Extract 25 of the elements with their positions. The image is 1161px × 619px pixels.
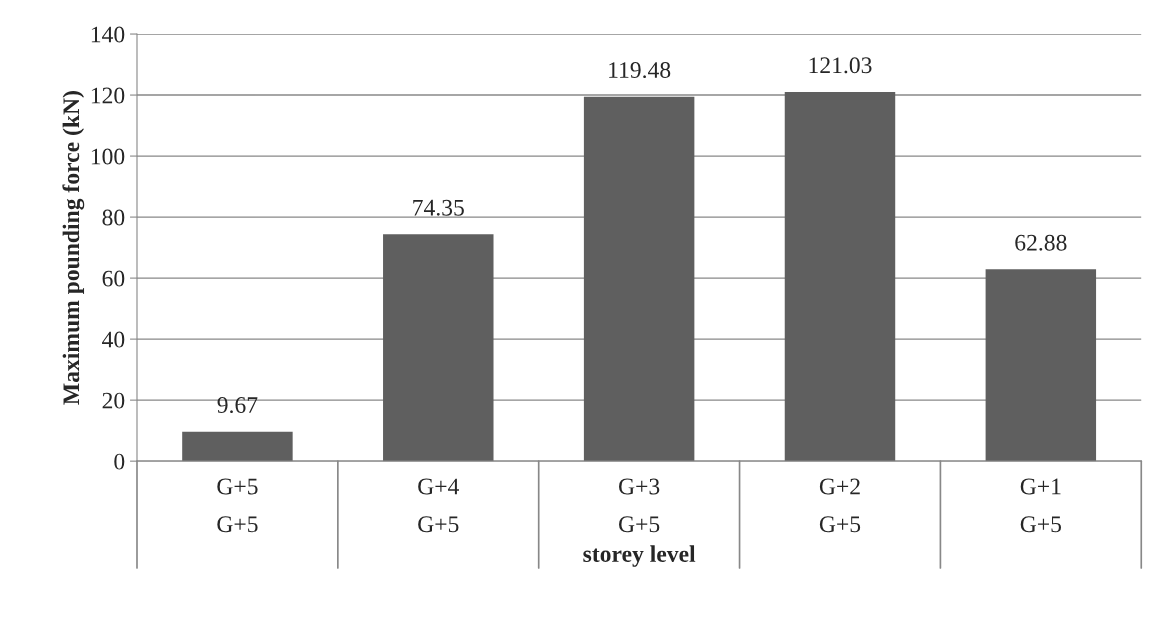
y-tick-label: 140 xyxy=(91,26,125,43)
bar xyxy=(583,96,695,462)
x-tick-label: G+3 G+5 xyxy=(619,478,660,533)
y-tick-label: 100 xyxy=(91,148,125,165)
x-tick-label: G+1 G+5 xyxy=(1020,478,1061,533)
y-tick-label: 40 xyxy=(102,331,125,348)
bar xyxy=(182,431,293,462)
x-tick-label: G+2 G+5 xyxy=(819,478,861,533)
data-label: 121.03 xyxy=(809,57,872,74)
data-label: 119.48 xyxy=(609,62,671,79)
y-tick-label: 20 xyxy=(102,392,125,409)
bar xyxy=(383,234,494,462)
y-tick-label: 60 xyxy=(102,270,125,287)
data-label: 74.35 xyxy=(413,199,464,216)
y-tick-label: 0 xyxy=(114,453,125,470)
y-tick-label: 120 xyxy=(91,87,125,104)
y-tick-label: 80 xyxy=(102,209,125,226)
data-label: 62.88 xyxy=(1015,234,1067,251)
x-tick-label: G+4 G+5 xyxy=(418,478,459,533)
bar xyxy=(985,269,1097,462)
x-axis-title: storey level xyxy=(583,545,696,567)
x-tick-label: G+5 G+5 xyxy=(217,478,258,533)
data-label: 9.67 xyxy=(217,397,258,414)
y-axis-title: Maximum pounding force (kN) xyxy=(62,91,85,405)
bar xyxy=(784,91,896,462)
